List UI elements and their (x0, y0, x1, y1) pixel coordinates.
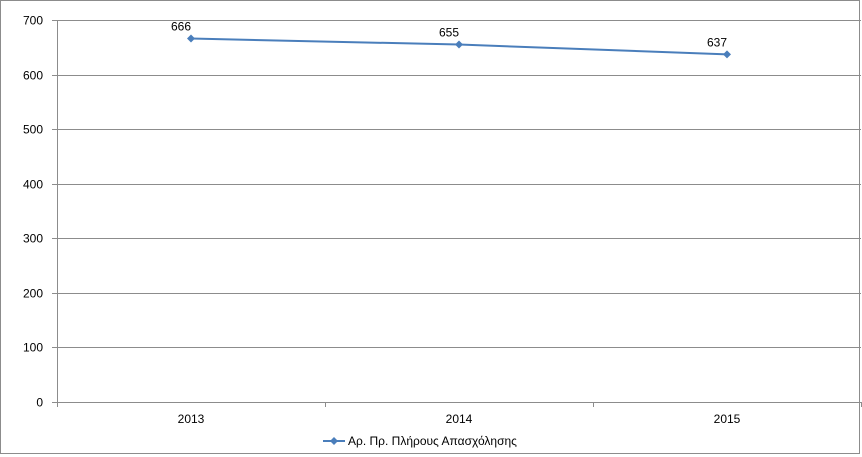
y-tick-label: 300 (23, 232, 43, 246)
data-point (723, 50, 731, 59)
x-axis: 2013 2014 2015 (57, 402, 862, 426)
gridlines (57, 20, 861, 348)
legend: Αρ. Πρ. Πλήρους Απασχόλησης (323, 434, 517, 448)
data-label: 666 (171, 20, 191, 34)
legend-swatch-marker (330, 437, 338, 445)
x-tick-label: 2014 (446, 412, 473, 426)
y-tick-label: 100 (23, 341, 43, 355)
y-tick-label: 400 (23, 178, 43, 192)
series-group: 666 655 637 (171, 20, 731, 59)
data-label: 655 (439, 26, 459, 40)
legend-label: Αρ. Πρ. Πλήρους Απασχόλησης (348, 434, 517, 448)
y-axis: 0 100 200 300 400 500 600 700 (23, 14, 58, 410)
y-tick-label: 0 (36, 396, 43, 410)
y-tick-label: 600 (23, 69, 43, 83)
y-tick-label: 500 (23, 123, 43, 137)
data-label: 637 (707, 35, 727, 49)
y-tick-label: 700 (23, 14, 43, 28)
x-tick-label: 2015 (714, 412, 741, 426)
data-point (455, 40, 463, 49)
y-tick-label: 200 (23, 287, 43, 301)
data-point (187, 34, 195, 43)
x-tick-label: 2013 (178, 412, 205, 426)
